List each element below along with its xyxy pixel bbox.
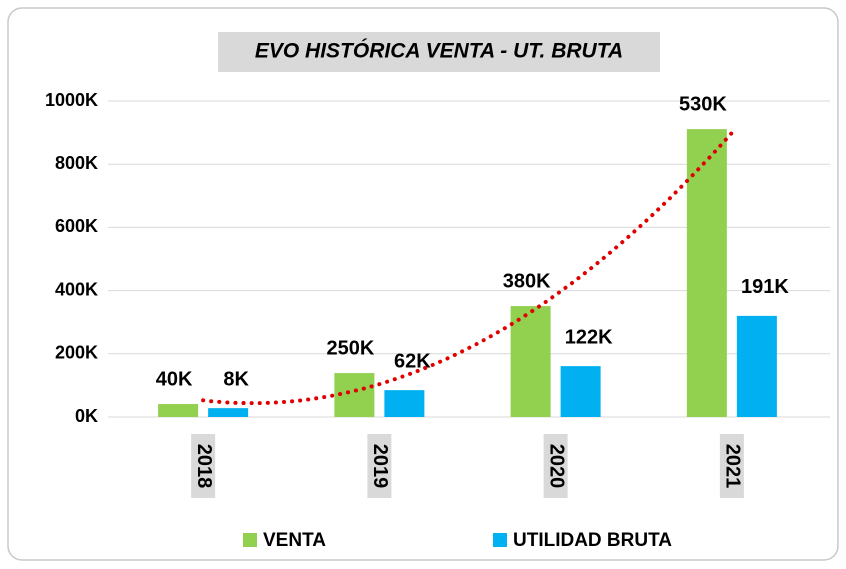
legend-swatch: [493, 533, 507, 547]
bar: [158, 404, 199, 417]
data-label: 62K: [394, 350, 431, 372]
chart-title: EVO HISTÓRICA VENTA - UT. BRUTA: [255, 39, 623, 63]
title-box: [218, 32, 660, 72]
x-tick-label: 2021: [722, 444, 744, 489]
x-tick-label: 2019: [369, 444, 391, 489]
bar: [686, 129, 727, 417]
data-label: 250K: [326, 337, 374, 359]
y-tick-label: 400K: [55, 279, 98, 299]
y-tick-label: 800K: [55, 153, 98, 173]
bar: [736, 315, 777, 417]
x-tick: 2020: [543, 434, 568, 498]
x-tick-box: [543, 434, 568, 498]
x-tick: 2018: [191, 434, 216, 498]
bar: [560, 366, 601, 417]
x-tick-box: [191, 434, 216, 498]
data-label: 122K: [565, 326, 613, 348]
bar: [208, 408, 249, 417]
chart-frame: [7, 7, 839, 561]
y-tick-label: 200K: [55, 343, 98, 363]
legend-label: VENTA: [263, 530, 326, 551]
x-tick: 2021: [719, 434, 744, 498]
y-tick-label: 0K: [75, 406, 98, 426]
x-tick-label: 2018: [193, 444, 215, 489]
x-tick-label: 2020: [545, 444, 567, 489]
data-label: 191K: [741, 276, 789, 298]
data-label: 380K: [503, 270, 551, 292]
data-label: 40K: [156, 368, 193, 390]
bar: [510, 306, 551, 417]
x-tick-box: [719, 434, 744, 498]
data-label: 530K: [679, 93, 727, 115]
bar: [384, 390, 425, 417]
x-tick: 2019: [367, 434, 392, 498]
trendline: [201, 130, 734, 406]
y-tick-label: 600K: [55, 216, 98, 236]
x-tick-box: [367, 434, 392, 498]
legend-swatch: [243, 533, 257, 547]
legend-label: UTILIDAD BRUTA: [513, 530, 672, 551]
data-label: 8K: [223, 368, 249, 390]
y-tick-label: 1000K: [45, 90, 98, 110]
